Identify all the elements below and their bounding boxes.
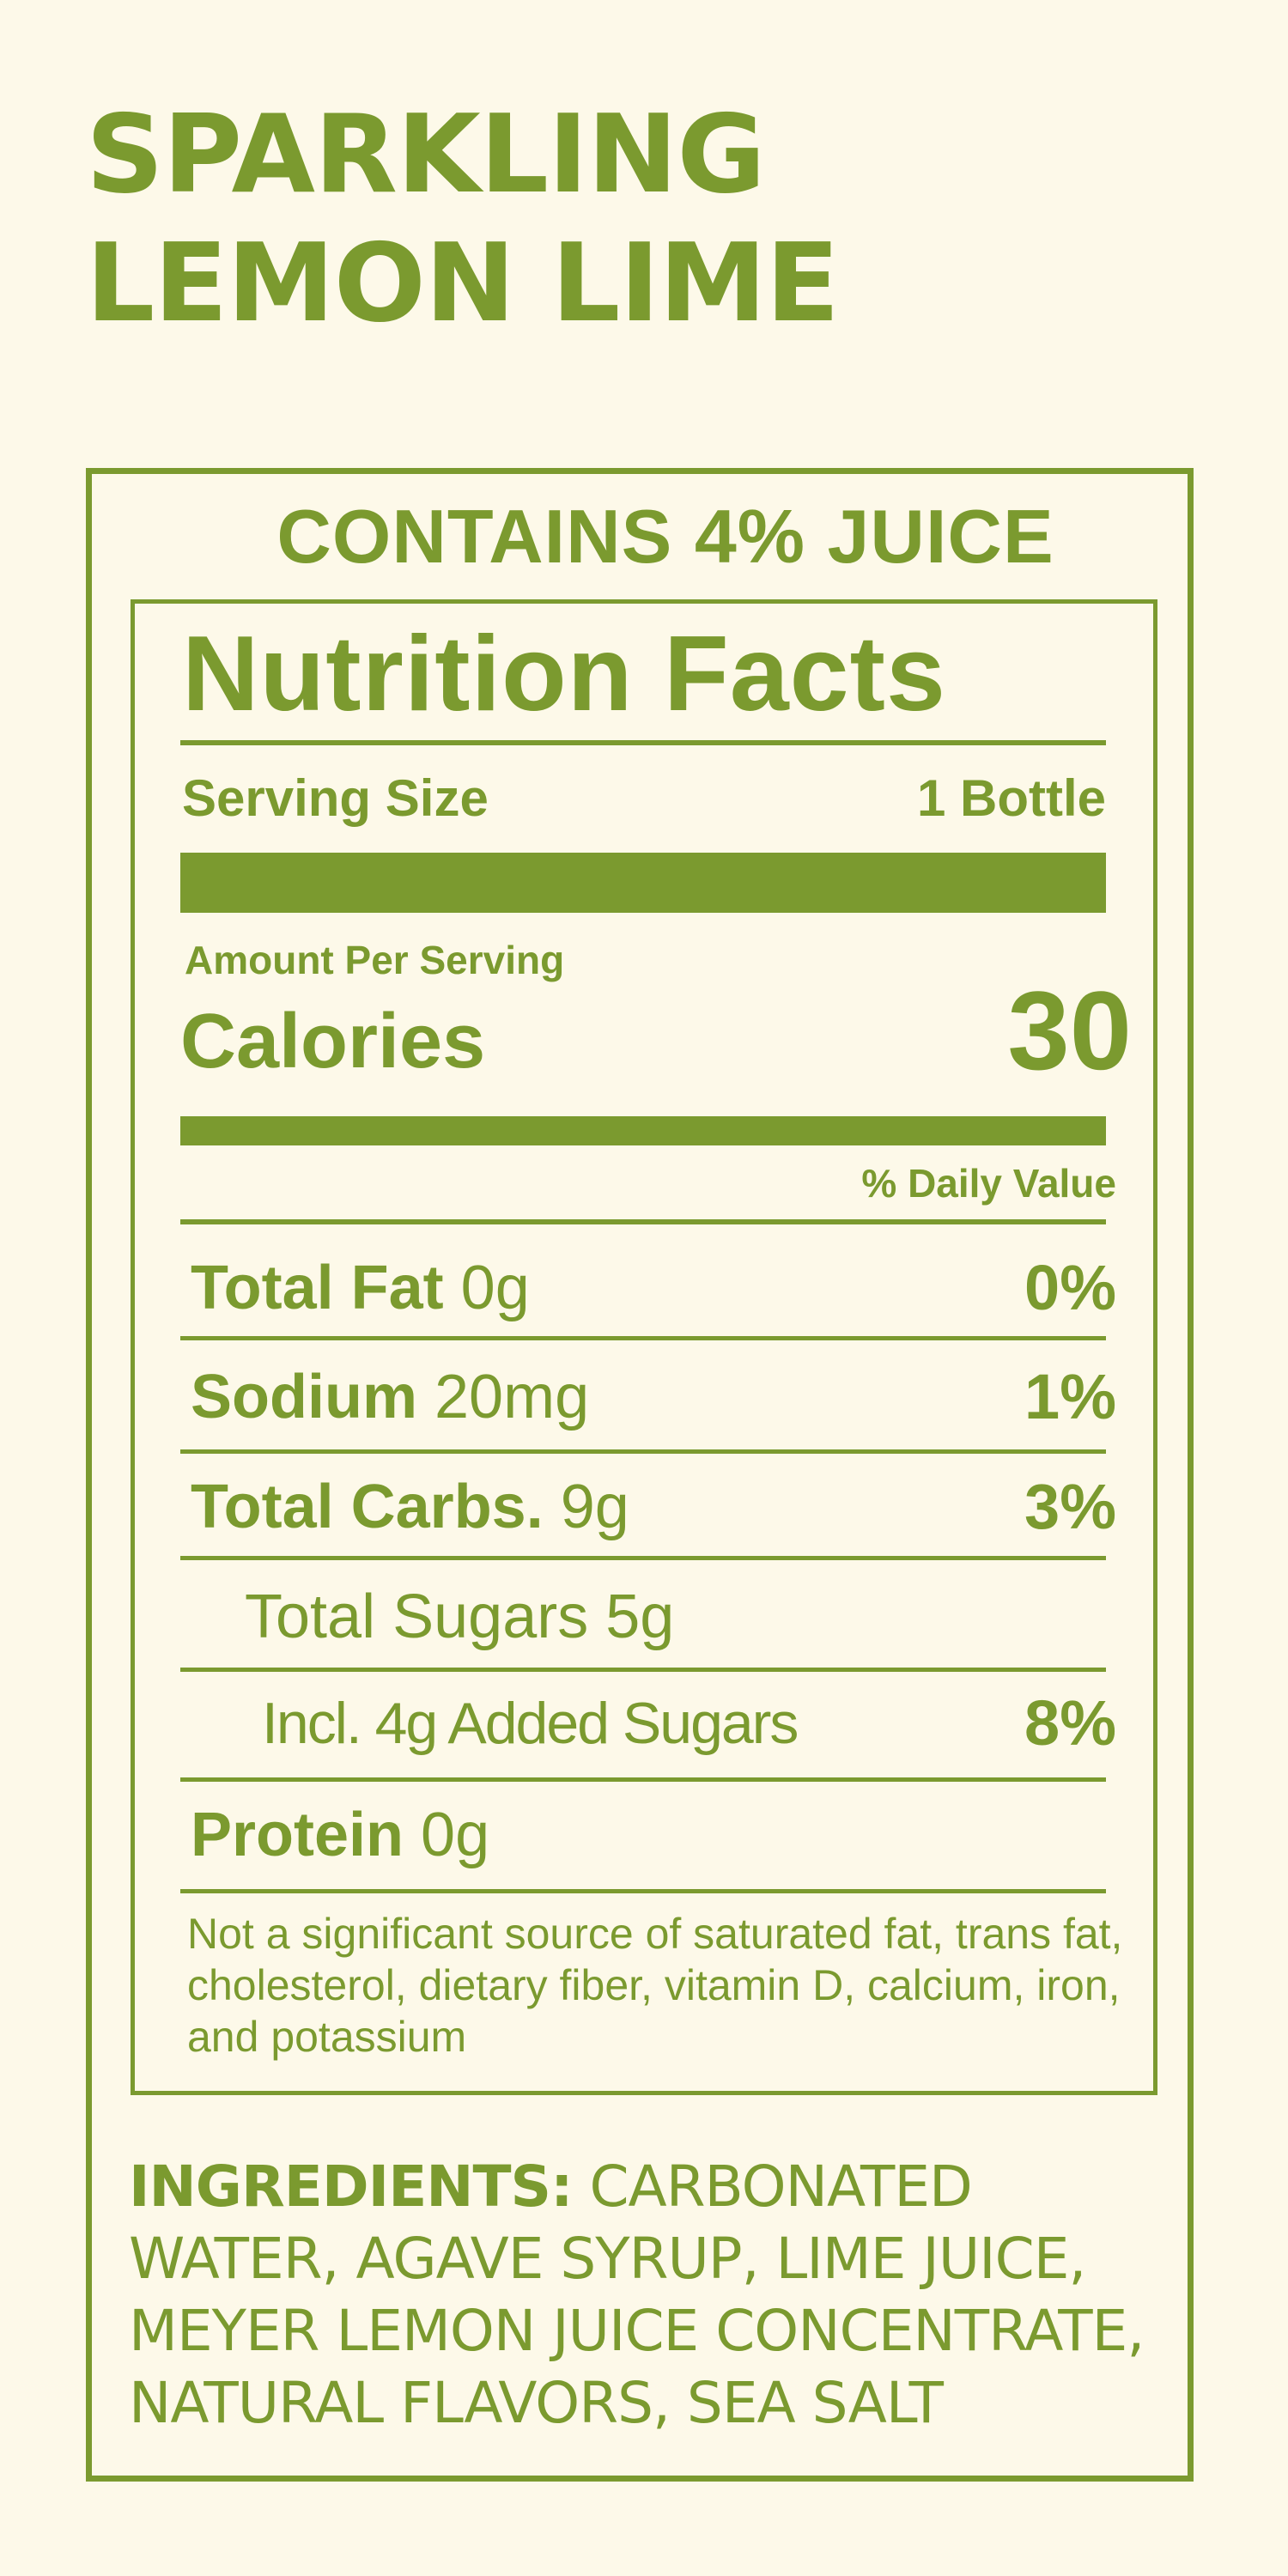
nutrition-footnote: Not a significant source of saturated fa… [187, 1910, 1123, 2061]
divider-thin [180, 1449, 1106, 1454]
ingredients-label: INGREDIENTS: [129, 2154, 573, 2220]
nutrient-name: Sodium [191, 1363, 417, 1431]
nutrient-name: Protein [191, 1801, 404, 1869]
product-title-line-1: SPARKLING [86, 91, 766, 217]
nutrient-daily-value: 8% [1024, 1687, 1116, 1759]
nutrient-amount: 0g [421, 1801, 490, 1869]
calories-value: 30 [1007, 968, 1132, 1093]
divider-thin [180, 1556, 1106, 1560]
divider-thin [180, 1336, 1106, 1340]
nutrient-name: Total Fat [191, 1254, 444, 1322]
nutrient-amount: 0g [460, 1254, 530, 1322]
nutrient-row-protein: Protein 0g [191, 1796, 489, 1874]
divider-thin [180, 740, 1106, 745]
nutrient-name: Total Carbs. [191, 1473, 544, 1541]
nutrient-row-added-sugars: Incl. 4g Added Sugars [262, 1685, 799, 1762]
nutrition-facts-heading: Nutrition Facts [182, 615, 946, 733]
divider-medium [180, 1116, 1106, 1145]
nutrient-name: Incl. 4g Added Sugars [262, 1691, 799, 1756]
divider-thin [180, 1668, 1106, 1672]
divider-thick [180, 853, 1106, 913]
daily-value-header: % Daily Value [861, 1161, 1116, 1206]
divider-thin [180, 1219, 1106, 1224]
nutrient-name: Total Sugars 5g [245, 1583, 675, 1651]
juice-content-statement: CONTAINS 4% JUICE [276, 494, 1054, 579]
divider-thin [180, 1889, 1106, 1893]
nutrient-daily-value: 1% [1024, 1361, 1116, 1432]
nutrient-row-sodium: Sodium 20mg [191, 1358, 589, 1436]
product-title: SPARKLING LEMON LIME [86, 90, 840, 348]
product-title-line-2: LEMON LIME [86, 220, 840, 346]
amount-per-serving-label: Amount Per Serving [185, 938, 565, 982]
nutrient-daily-value: 0% [1024, 1252, 1116, 1323]
serving-size-label: Serving Size [182, 769, 489, 827]
nutrient-row-total-sugars: Total Sugars 5g [245, 1578, 674, 1656]
calories-label: Calories [180, 999, 486, 1084]
nutrient-daily-value: 3% [1024, 1471, 1116, 1542]
divider-thin [180, 1777, 1106, 1782]
nutrient-row-total-carbs: Total Carbs. 9g [191, 1468, 629, 1546]
nutrient-amount: 20mg [434, 1363, 590, 1431]
nutrition-facts-panel [131, 599, 1157, 2095]
ingredients-statement: INGREDIENTS: CARBONATED WATER, AGAVE SYR… [129, 2151, 1194, 2439]
label-outer-border [86, 468, 1194, 2482]
ingredients-list: CARBONATED WATER, AGAVE SYRUP, LIME JUIC… [129, 2154, 1145, 2436]
nutrient-row-total-fat: Total Fat 0g [191, 1249, 530, 1327]
serving-size-value: 1 Bottle [916, 769, 1106, 827]
nutrient-amount: 9g [560, 1473, 629, 1541]
